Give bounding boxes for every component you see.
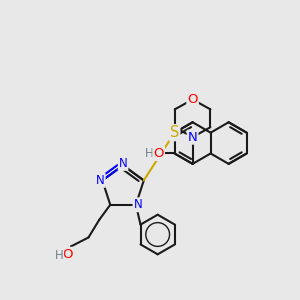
Text: H: H	[145, 147, 154, 160]
Text: H: H	[55, 249, 64, 262]
Text: S: S	[170, 125, 179, 140]
Text: O: O	[188, 93, 198, 106]
Text: O: O	[62, 248, 72, 261]
Text: N: N	[119, 157, 128, 170]
Text: O: O	[154, 147, 164, 160]
Text: N: N	[96, 174, 105, 187]
Text: N: N	[188, 130, 197, 144]
Text: N: N	[134, 198, 142, 211]
